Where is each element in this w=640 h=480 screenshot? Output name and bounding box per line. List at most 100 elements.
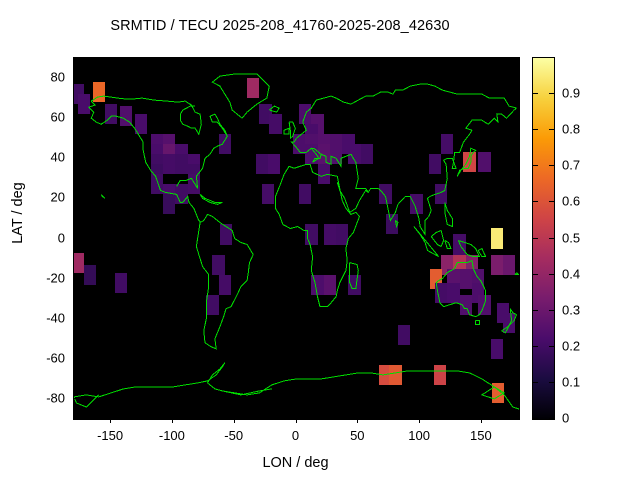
colorbar-tick-label: 0.1	[562, 374, 581, 390]
heatmap-cell	[114, 272, 128, 293]
heatmap-cell	[336, 224, 349, 245]
heatmap-cell	[389, 364, 402, 385]
y-tick-label: 20	[50, 189, 65, 205]
heatmap-cell	[298, 184, 312, 205]
y-tick-label: -40	[46, 310, 65, 326]
heatmap-cells-layer	[74, 58, 519, 419]
heatmap-cell	[83, 264, 97, 285]
heatmap-cell	[323, 274, 337, 295]
coastline-path	[100, 194, 106, 199]
heatmap-cell	[74, 252, 84, 273]
colorbar-tick-mark	[549, 309, 554, 311]
heatmap-cell	[348, 144, 361, 165]
heatmap-cell	[261, 184, 275, 205]
colorbar-tick-mark	[533, 381, 538, 383]
coastline-overlay	[74, 73, 519, 410]
heatmap-cell	[74, 84, 84, 105]
coastline-path	[457, 240, 481, 258]
y-tick-label: 40	[50, 149, 65, 165]
heatmap-cell	[218, 274, 231, 295]
colorbar[interactable]	[532, 57, 555, 420]
coastline-path	[475, 320, 480, 326]
colorbar-tick-mark	[549, 345, 554, 347]
x-tick-label: -100	[158, 428, 185, 443]
heatmap-cell	[218, 134, 231, 155]
heatmap-cell	[441, 134, 454, 155]
y-tick-label: -80	[46, 390, 65, 406]
coastline-path	[430, 229, 445, 248]
heatmap-cell	[410, 194, 423, 215]
heatmap-cell	[490, 228, 503, 249]
coastline-path	[501, 308, 518, 334]
heatmap-cell	[175, 154, 188, 175]
coastline-path	[290, 121, 322, 163]
y-tick-label: -20	[46, 270, 65, 286]
colorbar-tick-mark	[549, 165, 554, 167]
y-tick-mark	[73, 157, 78, 159]
coastline-path	[413, 226, 440, 258]
colorbar-tick-mark	[533, 165, 538, 167]
heatmap-cell	[459, 268, 473, 289]
colorbar-tick-mark	[533, 273, 538, 275]
y-tick-mark	[73, 237, 78, 239]
heatmap-cell	[219, 224, 233, 245]
y-tick-label: -60	[46, 350, 65, 366]
x-tick-label: 100	[408, 428, 430, 443]
y-tick-label: 80	[50, 69, 65, 85]
colorbar-tick-mark	[549, 237, 554, 239]
coastline-path	[288, 121, 296, 140]
heatmap-cell	[329, 144, 343, 165]
colorbar-tick-label: 0.7	[562, 157, 581, 173]
coastline-path	[514, 272, 519, 276]
y-tick-label: 0	[57, 230, 65, 245]
coastline-path	[435, 259, 487, 318]
colorbar-tick-label: 0.3	[562, 302, 581, 318]
colorbar-tick-label: 0.5	[562, 230, 581, 245]
heatmap-cell	[206, 294, 219, 315]
heatmap-cell	[317, 164, 330, 185]
y-tick-mark	[73, 277, 78, 279]
colorbar-tick-mark	[549, 201, 554, 203]
chart-title: SRMTID / TECU 2025-208_41760-2025-208_42…	[110, 18, 450, 34]
map-plot-area[interactable]	[73, 57, 520, 420]
x-tick-mark	[110, 418, 112, 423]
colorbar-tick-mark	[549, 93, 554, 95]
colorbar-tick-label: 0.4	[562, 266, 581, 282]
heatmap-cell	[428, 154, 442, 175]
coastline-path	[444, 202, 453, 228]
x-tick-label: 50	[350, 428, 365, 443]
heatmap-cell	[348, 274, 361, 295]
heatmap-cell	[163, 154, 176, 175]
y-tick-mark	[73, 197, 78, 199]
x-tick-mark	[171, 418, 173, 423]
heatmap-cell	[502, 254, 516, 275]
coastline-path	[283, 127, 290, 135]
coastline-path	[275, 163, 361, 308]
x-axis-label: LON / deg	[262, 455, 329, 471]
colorbar-gradient	[533, 58, 554, 419]
colorbar-tick-label: 0.2	[562, 338, 581, 354]
heatmap-cell	[434, 282, 448, 303]
heatmap-cell	[255, 154, 269, 175]
coastline-path	[176, 113, 228, 189]
colorbar-tick-mark	[533, 237, 538, 239]
x-tick-label: -150	[97, 428, 124, 443]
heatmap-cell	[397, 324, 411, 345]
coastline-path	[444, 240, 452, 249]
heatmap-cell	[478, 152, 491, 173]
y-tick-mark	[73, 117, 78, 119]
colorbar-tick-mark	[549, 418, 554, 419]
y-tick-mark	[73, 317, 78, 319]
coastline-path	[321, 107, 517, 237]
coastline-path	[88, 106, 202, 223]
heatmap-cell	[433, 364, 447, 385]
y-tick-mark	[73, 397, 78, 399]
colorbar-tick-label: 0.9	[562, 85, 581, 101]
y-tick-mark	[73, 77, 78, 79]
x-tick-mark	[419, 418, 421, 423]
y-axis-label: LAT / deg	[10, 182, 26, 244]
y-tick-label: 60	[50, 109, 65, 125]
heatmap-cell	[268, 154, 281, 175]
colorbar-tick-label: 0.6	[562, 193, 581, 209]
